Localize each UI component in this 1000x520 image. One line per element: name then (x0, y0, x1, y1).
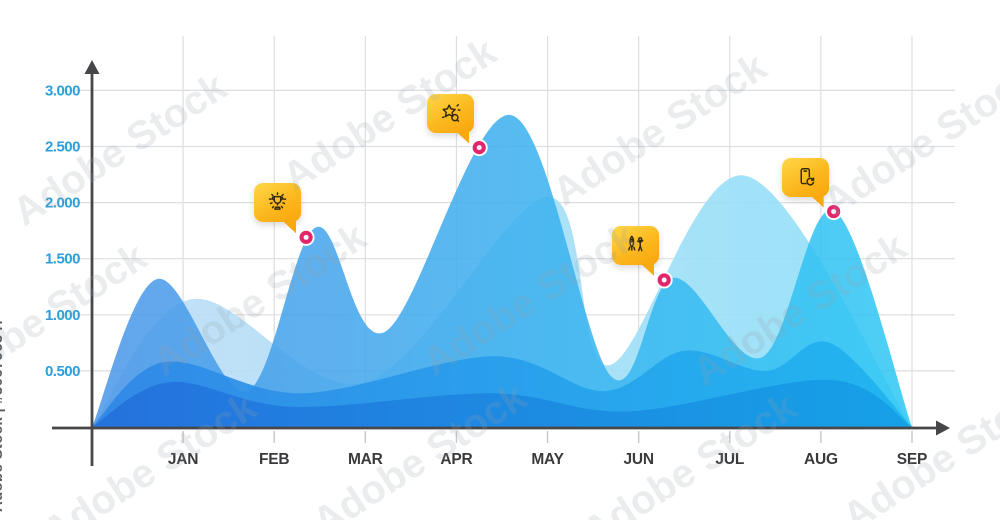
data-point-marker (655, 271, 673, 289)
axis-labels: JAN FEB MAR APR MAY JUN JUL AUG SEP 3.000 2.500 2.0… (45, 82, 927, 468)
watermark-sidebar-label: Adobe Stock | #306796347 (0, 317, 6, 512)
y-axis-label: 2.000 (45, 195, 80, 212)
data-point-marker (470, 139, 488, 157)
x-axis-label: MAR (348, 451, 383, 468)
y-axis-label: 3.000 (45, 82, 80, 99)
x-axis-label: APR (440, 451, 472, 468)
wave-primary-area (92, 114, 912, 427)
wave-front-dark-area (92, 379, 912, 427)
marker-hole (476, 145, 482, 151)
axes (52, 60, 950, 466)
y-axis-label: 2.500 (45, 139, 80, 156)
marker-hole (661, 277, 667, 283)
y-axis-arrow (84, 60, 100, 74)
callout-bubble (254, 183, 302, 234)
x-axis-label: SEP (897, 451, 927, 468)
callout-bubble (427, 93, 475, 144)
startup-rocket-icon (622, 232, 649, 259)
star-rating-icon (437, 100, 464, 127)
wave-areas (92, 114, 912, 427)
data-point-marker (297, 228, 315, 246)
x-axis-label: JUN (623, 451, 653, 468)
x-axis-label: FEB (259, 451, 289, 468)
data-point-marker (825, 203, 843, 221)
y-axis-label: 0.500 (45, 363, 80, 380)
marker-hole (303, 234, 309, 240)
y-axis-label: 1.500 (45, 251, 80, 268)
marker-hole (831, 209, 837, 215)
callout-bubble (781, 157, 829, 208)
trophy-icon (264, 189, 291, 216)
phone-recovery-icon (792, 164, 819, 191)
y-axis-label: 1.000 (45, 307, 80, 324)
x-axis-label: MAY (531, 451, 564, 468)
callout-bubble (612, 226, 660, 277)
x-axis-label: AUG (804, 451, 838, 468)
x-axis-label: JUL (715, 451, 744, 468)
x-axis-label: JAN (168, 451, 198, 468)
x-axis-arrow (936, 420, 950, 436)
data-point-markers (297, 139, 843, 289)
